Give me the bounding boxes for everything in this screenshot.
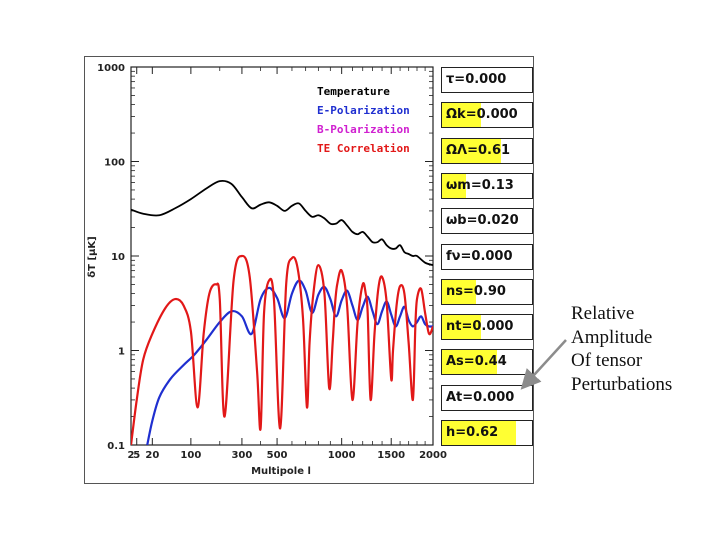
parameter-highlight-bar <box>442 279 477 304</box>
annotation-line: Amplitude <box>571 326 653 348</box>
legend-entry-e-polarization: E-Polarization <box>317 104 410 117</box>
parameter-box: τ=0.000 <box>441 67 533 93</box>
parameter-value: ΩΛ=0.61 <box>446 142 511 158</box>
parameter-value: At=0.000 <box>446 389 515 405</box>
parameter-box: ns=0.90 <box>441 278 533 305</box>
y-tick-label: 1 <box>118 347 125 358</box>
parameter-box: ΩΛ=0.61 <box>441 137 533 164</box>
legend-entry-b-polarization: B-Polarization <box>317 123 410 136</box>
parameter-value: h=0.62 <box>446 425 499 440</box>
parameter-box: nt=0.000 <box>441 314 533 341</box>
annotation-line: Relative <box>571 303 635 324</box>
parameter-value: ns=0.90 <box>446 283 506 299</box>
parameter-value: As=0.44 <box>446 354 507 370</box>
parameter-box: At=0.000 <box>441 384 533 411</box>
parameter-value: ωm=0.13 <box>446 177 514 193</box>
y-tick-label: 0.1 <box>107 441 125 452</box>
parameter-highlight-bar <box>442 138 501 163</box>
parameter-value: nt=0.000 <box>446 319 514 335</box>
parameter-box: As=0.44 <box>441 349 533 376</box>
legend-entry-temperature: Temperature <box>317 85 390 98</box>
parameter-box: ωm=0.13 <box>441 172 533 199</box>
x-tick-label: 1500 <box>377 450 405 461</box>
parameter-box: fν=0.000 <box>441 243 533 270</box>
legend-entry-te-correlation: TE Correlation <box>317 142 410 155</box>
te-correlation-curve <box>131 254 433 445</box>
y-tick-label: 1000 <box>97 63 125 74</box>
parameter-box: h=0.62 <box>441 420 533 446</box>
annotation-line: Of tensor <box>571 350 643 371</box>
tensor-annotation: Relative Amplitude Of tensor Perturbatio… <box>571 302 672 396</box>
legend: Temperature E-Polarization B-Polarization T… <box>317 85 410 155</box>
x-tick-label: 5 <box>133 450 140 461</box>
parameter-highlight-bar <box>442 421 516 445</box>
parameter-highlight-bar <box>442 173 467 198</box>
parameter-value: τ=0.000 <box>446 72 507 87</box>
y-axis-title: δT [μK] <box>87 236 98 277</box>
y-tick-label: 100 <box>104 158 125 169</box>
parameter-box: Ωk=0.000 <box>441 102 533 129</box>
x-axis-ticks: 25 20 100 300 500 1000 1500 2000 <box>128 67 447 461</box>
x-axis-title: Multipole l <box>251 466 311 477</box>
parameter-highlight-bar <box>442 350 497 375</box>
parameter-value: ωb=0.020 <box>446 213 519 229</box>
parameter-highlight-bar <box>442 103 481 128</box>
annotation-line: Perturbations <box>571 373 673 395</box>
curves-group <box>131 179 433 445</box>
x-tick-label: 1000 <box>328 450 356 461</box>
y-axis-ticks: 0.1 1 10 100 1000 <box>97 63 433 452</box>
parameter-value: Ωk=0.000 <box>446 107 518 123</box>
parameter-value: fν=0.000 <box>446 248 513 264</box>
parameter-highlight-bar <box>442 315 481 340</box>
x-tick-label: 2000 <box>419 450 447 461</box>
x-tick-label: 300 <box>231 450 252 461</box>
temperature-curve <box>131 179 433 267</box>
x-tick-label: 20 <box>145 450 159 461</box>
x-tick-label: 2 <box>128 450 135 461</box>
parameter-box: ωb=0.020 <box>441 208 533 235</box>
x-tick-label: 100 <box>180 450 201 461</box>
cmb-power-spectrum-figure: 0.1 1 10 100 1000 2 5 20 100 300 500 1000 1500 2000 … <box>84 56 534 484</box>
x-tick-label: 500 <box>267 450 288 461</box>
y-tick-label: 10 <box>111 252 125 263</box>
